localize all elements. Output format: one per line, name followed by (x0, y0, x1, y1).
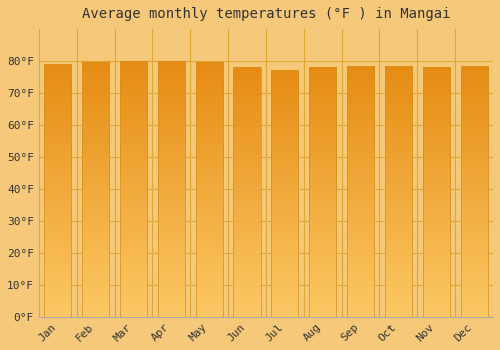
Bar (271, 71, 298, 317)
Bar (460, 66, 488, 317)
Bar (309, 68, 336, 317)
Bar (422, 68, 450, 317)
Bar (234, 68, 260, 317)
Bar (385, 66, 412, 317)
Bar (347, 66, 374, 317)
Title: Average monthly temperatures (°F ) in Mangai: Average monthly temperatures (°F ) in Ma… (82, 7, 450, 21)
Bar (158, 61, 185, 317)
Bar (82, 63, 109, 317)
Bar (120, 61, 147, 317)
Bar (196, 63, 223, 317)
Bar (44, 64, 72, 317)
